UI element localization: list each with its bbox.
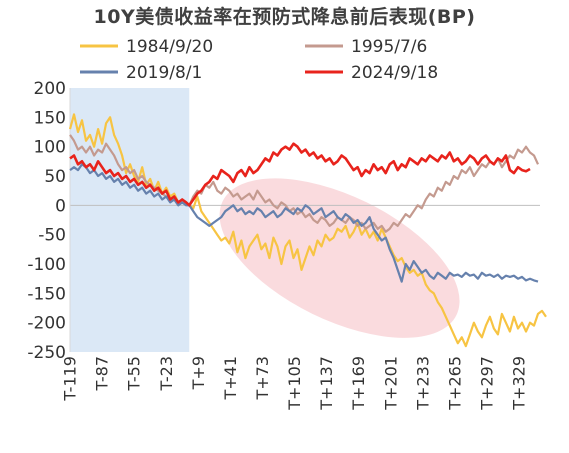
y-tick-label: -100 <box>27 255 66 275</box>
shaded-region <box>70 88 190 352</box>
x-tick-label: T+41 <box>221 356 240 401</box>
chart-legend: 1984/9/20 1995/7/6 2019/8/1 2024/9/18 <box>80 37 438 83</box>
x-tick-label: T+265 <box>445 356 464 411</box>
y-tick-label: 200 <box>34 79 66 99</box>
y-tick-label: 50 <box>44 167 66 187</box>
series-line-2019-8-1 <box>69 163 539 283</box>
series-line-2024-9-18 <box>69 142 531 207</box>
x-tick-label: T+9 <box>189 356 208 390</box>
chart-title: 10Y美债收益率在预防式降息前后表现(BP) <box>93 6 476 28</box>
highlight-ellipse <box>219 178 460 338</box>
x-tick-label: T+329 <box>510 356 529 411</box>
legend-label: 1984/9/20 <box>126 37 213 57</box>
legend-label: 2019/8/1 <box>126 63 202 83</box>
x-tick-label: T+137 <box>317 356 336 411</box>
x-tick-label: T-23 <box>157 356 176 391</box>
chart-background <box>70 88 460 352</box>
x-tick-label: T-119 <box>61 356 80 402</box>
x-tick-label: T+297 <box>477 356 496 411</box>
y-tick-label: -250 <box>27 343 66 363</box>
y-tick-label: 100 <box>34 138 66 158</box>
series-line-1995-7-6 <box>69 134 540 233</box>
x-tick-label: T+233 <box>413 356 432 411</box>
x-tick-label: T+169 <box>349 356 368 411</box>
x-tick-label: T-55 <box>125 356 144 391</box>
x-tick-label: T-87 <box>93 356 112 391</box>
chart-series <box>68 113 547 348</box>
x-tick-label: T+201 <box>381 356 400 411</box>
y-tick-label: -200 <box>27 314 66 334</box>
series-line-1984-9-20 <box>68 113 547 348</box>
legend-label: 2024/9/18 <box>351 63 438 83</box>
y-tick-label: 0 <box>55 196 66 216</box>
y-tick-label: 150 <box>34 108 66 128</box>
legend-label: 1995/7/6 <box>351 37 427 57</box>
y-tick-label: -150 <box>27 284 66 304</box>
y-tick-label: -50 <box>38 226 66 246</box>
x-tick-label: T+105 <box>285 356 304 411</box>
x-tick-label: T+73 <box>253 356 272 401</box>
